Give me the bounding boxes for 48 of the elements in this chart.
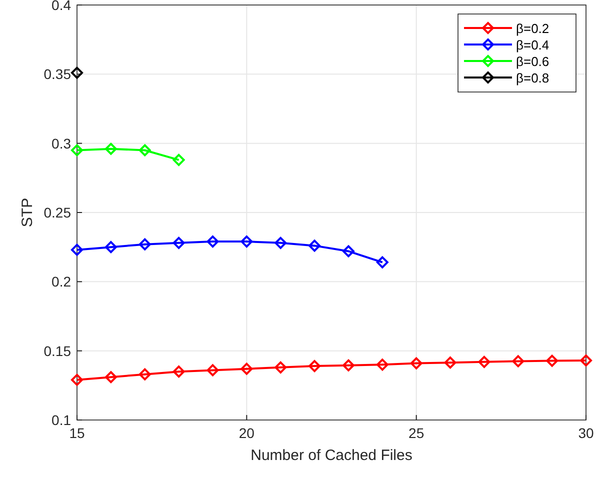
y-tick-label: 0.3 bbox=[52, 135, 72, 152]
point bbox=[546, 354, 558, 367]
point bbox=[342, 359, 354, 372]
y-tick-label: 0.35 bbox=[44, 66, 72, 82]
point bbox=[274, 236, 287, 249]
point bbox=[71, 374, 83, 386]
point bbox=[104, 241, 117, 254]
y-axis-title: STP bbox=[19, 198, 36, 228]
point bbox=[444, 356, 456, 369]
y-tick-label: 0.15 bbox=[44, 342, 72, 359]
x-tick-label: 30 bbox=[578, 425, 594, 441]
point bbox=[308, 360, 321, 372]
point bbox=[206, 236, 219, 248]
legend-label: β=0.2 bbox=[516, 21, 550, 36]
x-axis-title: Number of Cached Files bbox=[250, 447, 412, 464]
legend-label: β=0.4 bbox=[516, 38, 550, 52]
point bbox=[376, 358, 388, 371]
point bbox=[71, 66, 83, 79]
point bbox=[71, 144, 83, 156]
x-tick-label: 20 bbox=[238, 425, 255, 441]
point bbox=[172, 236, 185, 249]
point bbox=[240, 236, 253, 248]
point bbox=[172, 154, 185, 166]
y-tick-label: 0.25 bbox=[44, 204, 72, 220]
point bbox=[274, 361, 287, 374]
legend-label: β=0.8 bbox=[516, 70, 550, 86]
y-tick-label: 0.2 bbox=[52, 274, 72, 290]
point bbox=[512, 355, 524, 368]
point bbox=[376, 256, 388, 268]
point bbox=[478, 356, 490, 368]
x-tick-label: 25 bbox=[408, 425, 424, 441]
point bbox=[342, 245, 354, 258]
point bbox=[104, 371, 117, 384]
point bbox=[138, 144, 151, 156]
point bbox=[138, 368, 151, 380]
point bbox=[104, 142, 117, 155]
point bbox=[172, 366, 185, 378]
point bbox=[410, 357, 422, 370]
point bbox=[308, 240, 321, 252]
point bbox=[580, 354, 592, 367]
y-tick-label: 0.1 bbox=[52, 412, 72, 428]
point bbox=[240, 362, 253, 375]
x-tick-label: 15 bbox=[69, 425, 85, 441]
legend-label: β=0.6 bbox=[516, 54, 550, 69]
point bbox=[71, 244, 83, 256]
point bbox=[206, 364, 219, 376]
y-tick-label: 0.4 bbox=[52, 0, 72, 13]
point bbox=[138, 238, 151, 250]
